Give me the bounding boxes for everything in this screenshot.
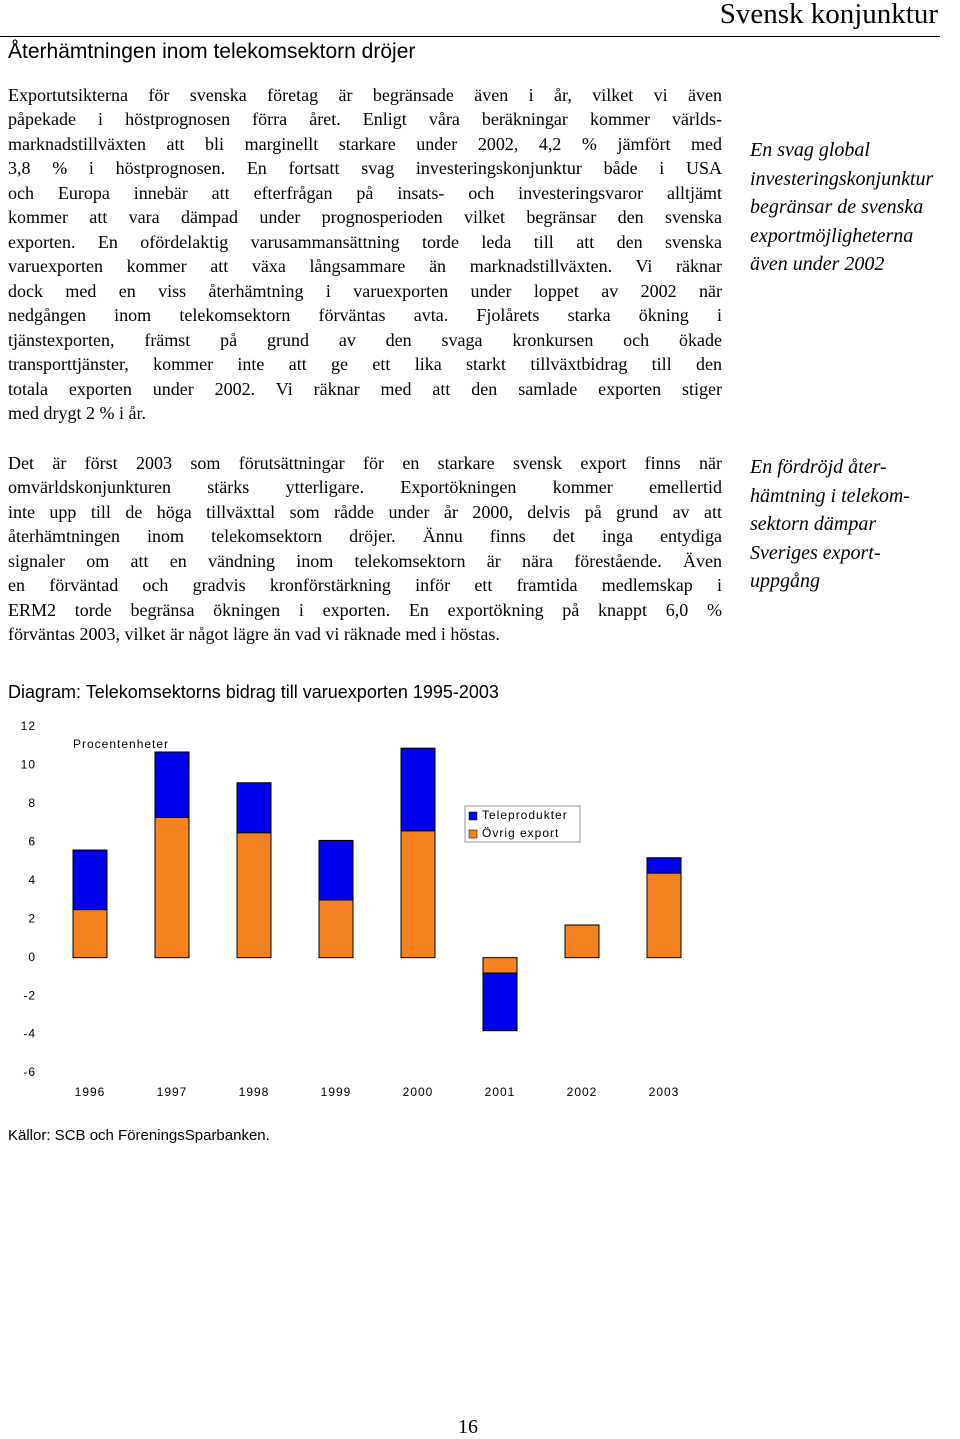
sidenote-line: hämtning i telekom- (750, 484, 910, 507)
chart-title: Diagram: Telekomsektorns bidrag till var… (8, 682, 499, 702)
sidenote-line: En svag global (750, 139, 870, 161)
chart-source: Källor: SCB och FöreningsSparbanken. (8, 1127, 270, 1144)
paragraph-line: 3,8 % i höstprognosen. En fortsatt svag … (8, 158, 722, 179)
x-tick-label: 2002 (567, 1085, 598, 1099)
y-axis-label: Procentenheter (73, 737, 169, 751)
paragraph-line: tjänstexporten, främst på grund av den s… (8, 329, 722, 350)
paragraph-line: omvärldskonjunkturen stärks ytterligare.… (8, 477, 722, 498)
section-title: Återhämtningen inom telekomsektorn dröje… (8, 40, 416, 63)
sidenote-line: investeringskonjunktur (750, 167, 934, 190)
y-tick-label: 10 (21, 758, 36, 772)
paragraph-line: totala exporten under 2002. Vi räknar me… (8, 378, 722, 399)
x-tick-label: 1996 (75, 1085, 106, 1099)
legend-label: Teleprodukter (482, 808, 568, 822)
bar-segment (236, 832, 272, 959)
y-tick-label: 0 (28, 950, 36, 964)
bar-segment (236, 782, 272, 834)
bar-segment (72, 849, 108, 911)
sidenote-line: uppgång (750, 570, 820, 593)
bar-segment (400, 747, 436, 832)
y-tick-label: 6 (28, 835, 36, 849)
paragraph-line: ERM2 torde begränsa ökningen i exporten.… (8, 599, 722, 620)
paragraph-line: nedgången inom telekomsektorn förväntas … (8, 305, 722, 326)
legend-swatch (468, 829, 478, 839)
bar-segment (482, 957, 518, 974)
y-tick-label: 8 (28, 796, 36, 810)
paragraph-line: dock med en viss återhämtning i varuexpo… (8, 280, 722, 301)
bar-segment (564, 924, 600, 959)
y-tick-label: -4 (23, 1027, 36, 1041)
x-tick-label: 2003 (649, 1085, 680, 1099)
paragraph-line: Exportutsikterna för svenska företag är … (8, 85, 722, 105)
y-tick-label: 4 (28, 873, 36, 887)
chart: -6 -4 -2 0 2 4 6 8 10 12 Procentenheter 1996 1997 199… (21, 719, 682, 1099)
paragraph-line: inte upp till de höga tillväxttal som rå… (8, 501, 722, 522)
paragraph-line: en förväntad och gradvis kronförstärknin… (8, 575, 722, 596)
paragraph-line: förväntas 2003, vilket är något lägre än… (8, 624, 500, 645)
y-tick-label: -2 (23, 988, 36, 1002)
header-rule (0, 36, 940, 37)
x-tick-label: 1999 (321, 1085, 352, 1099)
legend-swatch (468, 811, 478, 821)
sidenote-line: sektorn dämpar (750, 513, 877, 536)
x-tick-label: 1998 (239, 1085, 270, 1099)
sidenote-line: även under 2002 (750, 253, 885, 276)
sidenote-line: begränsar de svenska (750, 196, 924, 219)
y-tick-label: 2 (28, 911, 36, 925)
paragraph-line: signaler om att en vändning inom telekom… (8, 550, 722, 571)
paragraph-line: kommer att vara dämpad under prognosperi… (8, 207, 722, 228)
sidenote-line: En fördröjd åter- (750, 456, 887, 478)
bar-segment (646, 872, 682, 959)
y-tick-label: -6 (23, 1065, 36, 1079)
paragraph-line: transporttjänster, kommer inte att ge et… (8, 354, 722, 375)
running-title: Svensk konjunktur (719, 0, 938, 30)
bar-segment (646, 857, 682, 874)
bar-segment (318, 899, 354, 959)
bar-segment (482, 972, 518, 1032)
y-tick-label: 12 (21, 719, 36, 733)
legend-label: Övrig export (482, 826, 559, 840)
paragraph-line: exporten. En ofördelaktig varusammansätt… (8, 231, 722, 252)
paragraph-line: med drygt 2 % i år. (8, 402, 146, 423)
bar-segment (400, 830, 436, 959)
paragraph-line: marknadstillväxten att bli marginellt st… (8, 133, 722, 154)
bar-segment (154, 816, 190, 959)
bar-segment (154, 751, 190, 818)
x-tick-label: 2001 (485, 1085, 516, 1099)
paragraph-line: och Europa innebär att efterfrågan på in… (8, 182, 722, 203)
paragraph-line: återhämtningen inom telekomsektorn dröje… (8, 526, 722, 547)
paragraph-line: varuexporten kommer att växa långsammare… (8, 256, 722, 277)
x-tick-label: 1997 (157, 1085, 188, 1099)
bar-segment (72, 909, 108, 959)
x-tick-label: 2000 (403, 1085, 434, 1099)
sidenote-line: Sveriges export- (750, 541, 881, 564)
paragraph-line: påpekade i höstprognosen förra året. Enl… (8, 109, 722, 130)
paragraph-line: Det är först 2003 som förutsättningar fö… (8, 453, 722, 473)
page-number: 16 (458, 1416, 478, 1438)
bar-segment (318, 839, 354, 901)
sidenote-line: exportmöjligheterna (750, 224, 914, 247)
legend-box (464, 805, 581, 843)
